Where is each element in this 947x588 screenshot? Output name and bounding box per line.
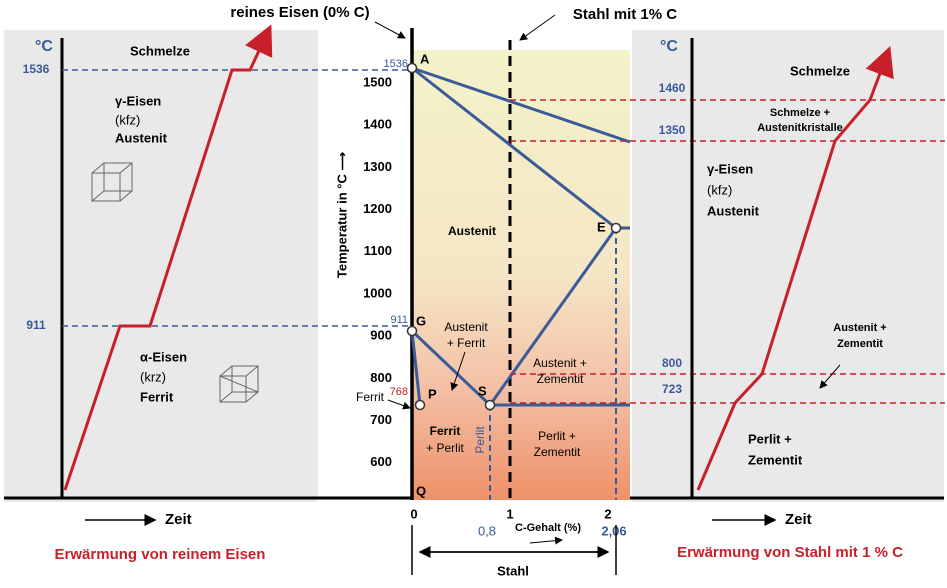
label: (krz) bbox=[140, 369, 166, 384]
y-tick-label: 600 bbox=[370, 454, 392, 469]
label: Austenit bbox=[707, 203, 760, 218]
steel-label: Stahl bbox=[497, 563, 529, 578]
label: Schmelze + bbox=[770, 107, 830, 119]
point-label: E bbox=[597, 219, 606, 234]
point-label: Q bbox=[416, 483, 426, 498]
label: γ-Eisen bbox=[115, 93, 161, 108]
time-label: Zeit bbox=[165, 511, 192, 528]
label: Austenit + bbox=[833, 322, 886, 334]
region-label: Austenit bbox=[444, 320, 488, 334]
y-tick-label: 1500 bbox=[363, 74, 392, 89]
point-label: A bbox=[420, 51, 430, 66]
point-label: P bbox=[428, 386, 437, 401]
unit: °C bbox=[35, 38, 53, 55]
region-label: Zementit bbox=[537, 372, 584, 386]
label: Zementit bbox=[837, 338, 883, 350]
y-tick-label: 700 bbox=[370, 412, 392, 427]
label: Schmelze bbox=[130, 43, 190, 58]
region-label: + Perlit bbox=[426, 441, 464, 455]
temp-label: 1460 bbox=[659, 81, 686, 95]
region-label: Ferrit bbox=[356, 390, 385, 404]
header-label: Stahl mit 1% C bbox=[573, 6, 677, 23]
axis-label: Temperatur in °C ⟶ bbox=[334, 152, 349, 279]
y-tick-label: 1200 bbox=[363, 201, 392, 216]
label: (kfz) bbox=[707, 182, 732, 197]
unit: °C bbox=[660, 38, 678, 55]
y-tick-label: 900 bbox=[370, 328, 392, 343]
temp-label: 768 bbox=[390, 386, 408, 398]
label: γ-Eisen bbox=[707, 161, 753, 176]
x-tick-label: 2 bbox=[604, 506, 611, 521]
temp-label: 1350 bbox=[659, 123, 686, 137]
label: α-Eisen bbox=[140, 349, 187, 364]
arrow bbox=[530, 540, 562, 543]
caption: Erwärmung von Stahl mit 1 % C bbox=[677, 544, 903, 561]
region-label: Austenit + bbox=[533, 356, 587, 370]
label: Austenitkristalle bbox=[757, 122, 843, 134]
temp-label: 911 bbox=[390, 314, 408, 326]
region-label: + Ferrit bbox=[447, 336, 486, 350]
y-tick-label: 1400 bbox=[363, 117, 392, 132]
region-label: Austenit bbox=[448, 224, 496, 238]
x-tick-label: 2,06 bbox=[601, 523, 626, 538]
y-tick-label: 800 bbox=[370, 370, 392, 385]
region-label: Perlit bbox=[473, 426, 487, 454]
label: Austenit bbox=[115, 130, 168, 145]
point-label: G bbox=[416, 313, 426, 328]
temp-label: 1536 bbox=[23, 62, 50, 76]
x-axis-label: C-Gehalt (%) bbox=[515, 522, 581, 534]
arrow bbox=[375, 22, 405, 38]
y-tick-label: 1000 bbox=[363, 285, 392, 300]
label: Schmelze bbox=[790, 63, 850, 78]
region-label: Perlit + bbox=[538, 429, 576, 443]
x-tick-label: 0,8 bbox=[478, 523, 496, 538]
label: (kfz) bbox=[115, 112, 140, 127]
y-tick-label: 1100 bbox=[364, 243, 392, 258]
region-label: Ferrit bbox=[430, 424, 461, 438]
arrow bbox=[388, 400, 410, 408]
caption: Erwärmung von reinem Eisen bbox=[55, 546, 266, 563]
label: Perlit + bbox=[748, 431, 792, 446]
point-label: S bbox=[478, 383, 487, 398]
label: Ferrit bbox=[140, 389, 174, 404]
temp-label: 911 bbox=[26, 318, 46, 332]
region-label: Zementit bbox=[534, 445, 581, 459]
temp-label: 723 bbox=[662, 382, 682, 396]
temp-label: 800 bbox=[662, 356, 682, 370]
x-tick-label: 1 bbox=[506, 506, 513, 521]
arrow bbox=[520, 15, 555, 40]
temp-label: 1536 bbox=[384, 58, 408, 70]
y-tick-label: 1300 bbox=[363, 159, 392, 174]
time-label: Zeit bbox=[785, 511, 812, 528]
header-label: reines Eisen (0% C) bbox=[230, 4, 369, 21]
label: Zementit bbox=[748, 452, 803, 467]
diagram: reines Eisen (0% C) Stahl mit 1% C °C Sc… bbox=[0, 0, 947, 583]
x-tick-label: 0 bbox=[410, 506, 417, 521]
